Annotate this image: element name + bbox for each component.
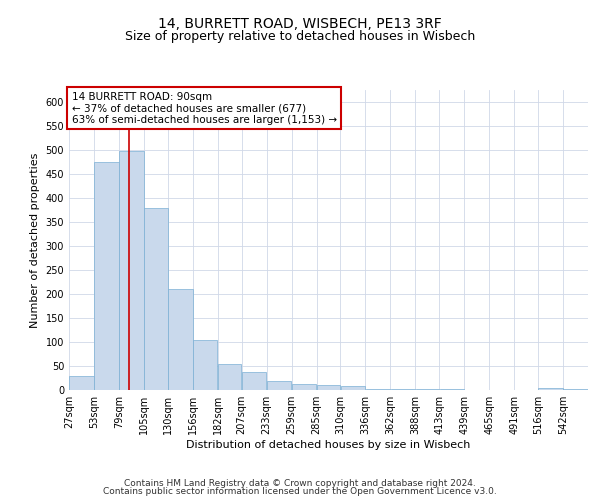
Bar	[341, 386, 365, 390]
Bar	[119, 152, 143, 390]
Bar	[391, 389, 415, 390]
Bar	[242, 372, 266, 390]
Bar	[317, 384, 340, 390]
Y-axis label: Number of detached properties: Number of detached properties	[30, 152, 40, 328]
Text: Contains HM Land Registry data © Crown copyright and database right 2024.: Contains HM Land Registry data © Crown c…	[124, 478, 476, 488]
Text: Contains public sector information licensed under the Open Government Licence v3: Contains public sector information licen…	[103, 487, 497, 496]
Bar	[440, 389, 464, 390]
Bar	[365, 389, 390, 390]
Bar	[144, 208, 167, 390]
Bar	[563, 389, 588, 390]
Text: 14, BURRETT ROAD, WISBECH, PE13 3RF: 14, BURRETT ROAD, WISBECH, PE13 3RF	[158, 18, 442, 32]
Bar	[193, 340, 217, 390]
Bar	[416, 389, 439, 390]
Bar	[292, 384, 316, 390]
Bar	[168, 289, 193, 390]
Bar	[267, 382, 292, 390]
X-axis label: Distribution of detached houses by size in Wisbech: Distribution of detached houses by size …	[187, 440, 470, 450]
Text: 14 BURRETT ROAD: 90sqm
← 37% of detached houses are smaller (677)
63% of semi-de: 14 BURRETT ROAD: 90sqm ← 37% of detached…	[71, 92, 337, 124]
Bar	[538, 388, 563, 390]
Text: Size of property relative to detached houses in Wisbech: Size of property relative to detached ho…	[125, 30, 475, 43]
Bar	[218, 364, 241, 390]
Bar	[69, 376, 94, 390]
Bar	[94, 162, 119, 390]
